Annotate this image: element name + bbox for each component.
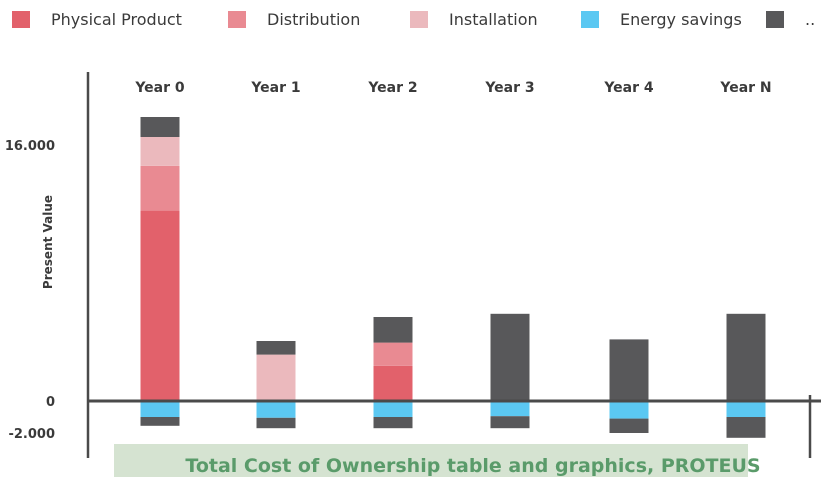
bars bbox=[140, 117, 766, 438]
y-tick-label: 0 bbox=[46, 395, 55, 410]
year-labels: Year 0 Year 1 Year 2 Year 3 Year 4 Year N bbox=[134, 80, 771, 96]
bar-segment-negative bbox=[726, 401, 766, 417]
bar-segment bbox=[373, 342, 413, 366]
legend-swatch-distribution bbox=[228, 11, 246, 28]
bar-segment-negative bbox=[373, 417, 413, 429]
bar-segment-negative bbox=[726, 417, 766, 438]
bar-segment-negative bbox=[256, 417, 296, 429]
year-label: Year 1 bbox=[250, 80, 300, 96]
legend-swatch-physical-product bbox=[12, 11, 30, 28]
y-tick-label: -2.000 bbox=[8, 427, 55, 442]
legend-label-installation: Installation bbox=[449, 10, 538, 29]
bar-segment-negative bbox=[609, 401, 649, 419]
bar-segment bbox=[140, 117, 180, 137]
bar-segment bbox=[609, 339, 649, 401]
year-label: Year 3 bbox=[484, 80, 534, 96]
year-label: Year N bbox=[719, 80, 771, 96]
bar-segment-negative bbox=[373, 401, 413, 417]
y-axis-title: Present Value bbox=[41, 195, 55, 289]
bar-segment bbox=[490, 313, 530, 401]
bar-segment-negative bbox=[140, 401, 180, 417]
bar-segment bbox=[140, 137, 180, 166]
legend-swatch-energy-savings bbox=[581, 11, 599, 28]
legend-label-energy-savings: Energy savings bbox=[620, 10, 742, 29]
legend-swatch-installation bbox=[410, 11, 428, 28]
legend-label-other: .. bbox=[805, 10, 815, 29]
legend: Physical Product Distribution Installation… bbox=[12, 10, 815, 29]
bar-segment bbox=[140, 210, 180, 401]
bar-segment bbox=[140, 165, 180, 211]
year-label: Year 4 bbox=[603, 80, 654, 96]
caption-box bbox=[114, 444, 748, 477]
legend-label-distribution: Distribution bbox=[267, 10, 360, 29]
bar-segment-negative bbox=[256, 401, 296, 418]
bar-segment-negative bbox=[490, 416, 530, 429]
bar-segment bbox=[726, 313, 766, 401]
y-tick-label: 16.000 bbox=[5, 139, 55, 154]
caption: Total Cost of Ownership table and graphi… bbox=[185, 455, 760, 477]
legend-swatch-other bbox=[766, 11, 784, 28]
bar-segment-negative bbox=[140, 417, 180, 426]
bar-segment bbox=[373, 365, 413, 401]
year-label: Year 2 bbox=[367, 80, 417, 96]
y-tick-labels: 16.000 0 -2.000 bbox=[5, 139, 55, 442]
bar-segment bbox=[373, 317, 413, 343]
bar-segment-negative bbox=[490, 401, 530, 417]
bar-segment bbox=[256, 354, 296, 401]
bar-segment bbox=[256, 341, 296, 355]
legend-label-physical-product: Physical Product bbox=[51, 10, 182, 29]
bar-segment-negative bbox=[609, 418, 649, 433]
year-label: Year 0 bbox=[134, 80, 185, 96]
